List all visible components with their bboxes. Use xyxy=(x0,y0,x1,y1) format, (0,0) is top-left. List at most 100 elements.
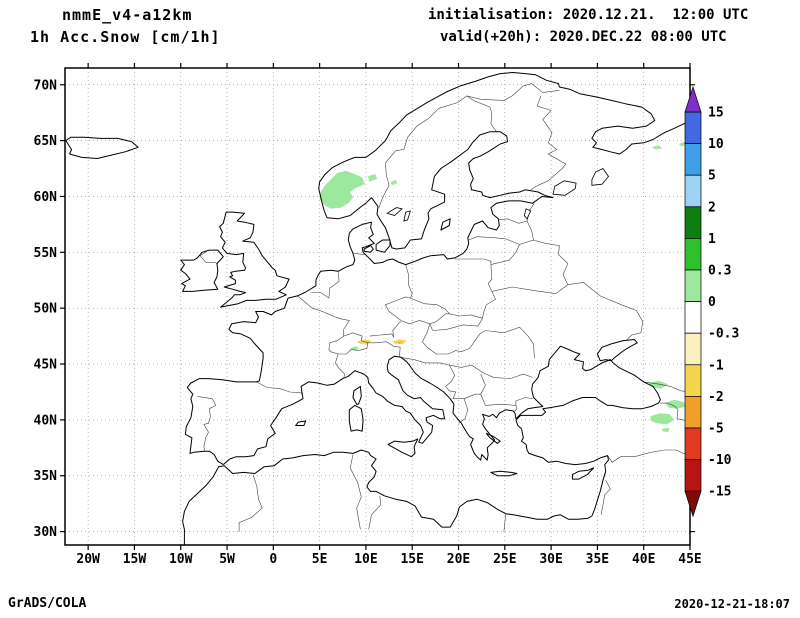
border-gr-tr xyxy=(513,400,518,413)
border-de-dk xyxy=(353,253,366,255)
border-no-se xyxy=(378,95,468,208)
colorbar-band-4 xyxy=(684,238,702,271)
snow-patch-norway-east-speck xyxy=(367,174,377,182)
border-sy-lb-il xyxy=(600,480,611,515)
coastline-ireland xyxy=(180,249,224,292)
snow-patch-caucasus-south xyxy=(665,399,687,409)
border-mk-bg xyxy=(463,393,486,406)
coastline-sicily xyxy=(387,438,419,458)
variable-title: 1h Acc.Snow [cm/1h] xyxy=(30,28,221,46)
snow-patch-east-turkey xyxy=(650,413,675,425)
border-fi-ru xyxy=(530,95,567,191)
colorbar-band-11 xyxy=(684,459,702,492)
lat-label-45N: 45N xyxy=(34,358,58,373)
coastline-sardinia xyxy=(348,404,364,432)
lon-label-5W: 5W xyxy=(219,552,235,567)
coastline-iceland-partial xyxy=(65,136,139,159)
coastline-crete xyxy=(490,470,518,477)
colorbar-label-2: 2 xyxy=(708,200,716,215)
border-ro-north-east xyxy=(485,326,535,359)
colorbar: 15 10 5 2 1 0.3 0 -0.3 -1 -2 -5 -10 -15 xyxy=(684,85,739,518)
lake-ladoga xyxy=(552,180,577,196)
snow-patch-caucasus-northwest xyxy=(648,380,668,389)
border-bg-tr xyxy=(515,397,533,402)
border-no-fi-ru-top xyxy=(466,83,560,101)
border-pl-ru-kaliningrad xyxy=(454,258,492,265)
lat-label-60N: 60N xyxy=(34,190,58,205)
lon-label-10E: 10E xyxy=(354,552,377,567)
border-sk-hu xyxy=(432,318,483,331)
border-fr-be-de xyxy=(297,295,350,337)
border-ro-bg xyxy=(483,372,533,379)
snow-patch-sweden-speck xyxy=(390,179,398,186)
lon-label-20E: 20E xyxy=(447,552,470,567)
border-rs-bg xyxy=(480,373,486,395)
coastline-africa-levant-anatolia-south xyxy=(182,419,609,545)
snow-patch-alps-austria-yellow xyxy=(391,339,407,344)
border-czechia xyxy=(384,296,450,325)
init-time-line: initialisation: 2020.12.21. 12:00 UTC xyxy=(428,7,749,23)
lat-label-35N: 35N xyxy=(34,469,58,484)
snow-patch-russia-north-speck-1 xyxy=(652,145,663,150)
map-frame xyxy=(64,67,691,546)
border-al-mk-gr xyxy=(453,398,469,424)
border-rs-ro-danube xyxy=(449,364,484,374)
colorbar-band-7 xyxy=(684,332,702,366)
border-fr-it xyxy=(335,353,345,379)
colorbar-band-1 xyxy=(684,143,702,176)
grid-lines xyxy=(65,68,691,545)
colorbar-label-0.3: 0.3 xyxy=(708,264,731,279)
border-si-hr-ba-rs xyxy=(400,357,457,399)
border-be-nl-de xyxy=(311,271,340,299)
colorbar-band-5 xyxy=(684,269,702,302)
colorbar-label-15: 15 xyxy=(708,106,724,121)
snow-patch-alps-austria-orange-dot xyxy=(397,341,402,344)
coastline-mallorca xyxy=(295,420,307,426)
snow-patch-east-turkey-2 xyxy=(662,427,670,433)
colorbar-band-10 xyxy=(684,427,702,460)
colorbar-label--15: -15 xyxy=(708,485,731,500)
lake-onega xyxy=(591,167,610,186)
colorbar-label--5: -5 xyxy=(708,422,724,437)
colorbar-band-9 xyxy=(684,396,702,429)
axis-labels: 20W 15W 10W 5W 0 5E 10E 15E 20E 25E 30E 35E 40E 45E 70… xyxy=(34,63,702,567)
border-se-fi xyxy=(466,95,497,132)
border-pl-sk xyxy=(449,312,484,319)
lake-vanern xyxy=(386,207,403,216)
coastline-britain xyxy=(219,211,290,308)
border-gr-bg xyxy=(485,403,516,406)
lon-label-15W: 15W xyxy=(123,552,147,567)
coastline-zealand xyxy=(375,239,391,253)
border-hu-south-ro-west xyxy=(426,330,486,355)
border-at-hu xyxy=(429,323,433,331)
border-at-hu-west xyxy=(422,323,431,348)
border-lv-lt xyxy=(468,236,520,245)
border-it-at-si xyxy=(367,341,401,358)
lon-label-15E: 15E xyxy=(400,552,423,567)
border-tn-dz xyxy=(349,454,362,530)
coastline-mainland-europe xyxy=(184,72,690,466)
lat-label-65N: 65N xyxy=(34,134,58,149)
colorbar-band-3 xyxy=(684,206,702,239)
model-name: nmmE_v4-a12km xyxy=(62,6,193,24)
colorbar-label-0: 0 xyxy=(708,295,716,310)
lon-label-0: 0 xyxy=(269,552,277,567)
coastline-cyprus xyxy=(571,467,595,480)
lat-label-50N: 50N xyxy=(34,302,58,317)
lon-label-45E: 45E xyxy=(678,552,701,567)
colorbar-arrow-top xyxy=(684,85,702,113)
border-dz-ma xyxy=(238,474,263,532)
border-ua-by xyxy=(491,284,568,295)
border-pl-east xyxy=(483,264,496,313)
lake-peipus xyxy=(523,208,532,220)
lon-label-20W: 20W xyxy=(76,552,100,567)
colorbar-arrow-bottom xyxy=(684,490,702,518)
border-eg-ly xyxy=(503,513,506,532)
lon-label-25E: 25E xyxy=(493,552,516,567)
lon-label-40E: 40E xyxy=(632,552,655,567)
colorbar-band-8 xyxy=(684,364,702,397)
lon-label-5E: 5E xyxy=(312,552,328,567)
colorbar-band-2 xyxy=(684,174,702,208)
lat-label-70N: 70N xyxy=(34,78,58,93)
